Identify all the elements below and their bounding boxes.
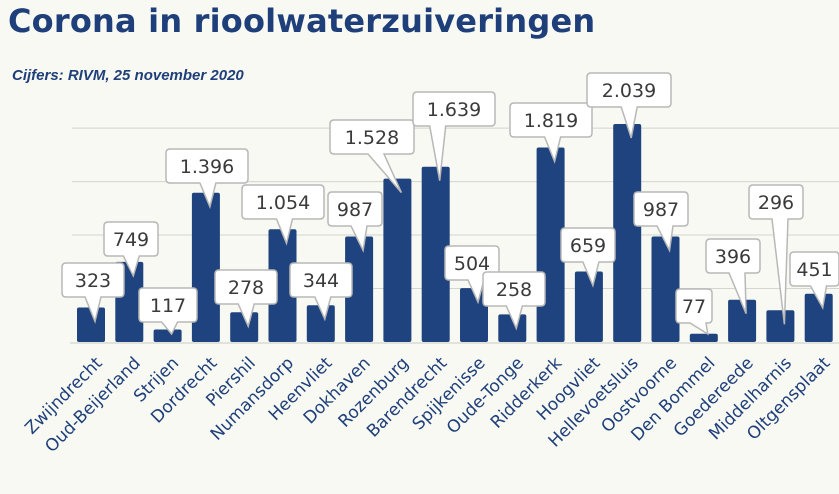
bar-12 xyxy=(498,314,527,342)
data-label-callout-8 xyxy=(327,191,383,253)
data-label-15: 2.039 xyxy=(602,80,656,102)
data-label-5: 278 xyxy=(228,277,264,299)
data-label-callout-7 xyxy=(289,262,353,322)
bar-15 xyxy=(613,124,642,342)
bar-11 xyxy=(460,288,488,342)
data-label-10: 1.639 xyxy=(427,99,481,121)
bar-16 xyxy=(651,236,680,342)
bar-17 xyxy=(689,333,718,342)
data-label-callout-16 xyxy=(633,191,689,253)
data-label-20: 451 xyxy=(796,259,832,281)
x-tick-labels: ZwijndrechtOud-BeijerlandStrijenDordrech… xyxy=(21,353,834,457)
data-label-7: 344 xyxy=(303,270,339,292)
data-label-callout-15 xyxy=(586,72,672,139)
data-label-18: 396 xyxy=(715,246,751,268)
data-label-callout-4 xyxy=(165,148,249,210)
data-label-3: 117 xyxy=(150,295,186,317)
bar-20 xyxy=(804,293,833,342)
bar-6 xyxy=(268,229,297,342)
bar-19 xyxy=(766,310,795,342)
bar-8 xyxy=(345,236,374,342)
data-label-callout-2 xyxy=(103,221,159,278)
data-label-2: 749 xyxy=(113,229,149,251)
bars xyxy=(77,124,833,342)
data-label-callout-3 xyxy=(138,287,198,336)
data-label-callout-12 xyxy=(482,271,546,331)
data-label-1: 323 xyxy=(75,270,111,292)
data-label-callout-17 xyxy=(675,288,713,336)
bar-1 xyxy=(77,307,105,342)
data-label-8: 987 xyxy=(337,199,373,221)
data-label-17: 77 xyxy=(682,296,706,318)
data-label-19: 296 xyxy=(758,192,794,214)
chart-title: Corona in rioolwaterzuiveringen xyxy=(8,2,596,40)
bar-4 xyxy=(191,192,220,342)
data-label-callout-10 xyxy=(412,91,496,181)
data-label-16: 987 xyxy=(643,199,679,221)
data-label-14: 659 xyxy=(570,235,606,257)
data-label-4: 1.396 xyxy=(180,156,234,178)
data-label-callout-5 xyxy=(214,269,278,329)
bar-3 xyxy=(153,329,182,342)
bar-5 xyxy=(230,312,259,342)
data-label-11: 504 xyxy=(454,253,490,275)
data-label-9: 1.528 xyxy=(345,127,399,149)
data-label-callout-6 xyxy=(241,184,325,246)
data-label-callout-11 xyxy=(444,245,500,305)
bar-14 xyxy=(574,271,603,342)
data-label-callout-19 xyxy=(748,184,804,325)
data-label-callout-18 xyxy=(705,238,761,314)
data-label-callout-14 xyxy=(560,227,616,288)
chart-subtitle: Cijfers: RIVM, 25 november 2020 xyxy=(12,67,244,84)
bar-10 xyxy=(421,166,450,342)
data-label-callout-1 xyxy=(61,262,125,324)
bar-18 xyxy=(728,299,757,342)
data-label-13: 1.819 xyxy=(524,110,578,132)
bar-9 xyxy=(383,178,412,342)
data-label-6: 1.054 xyxy=(256,192,310,214)
bar-7 xyxy=(306,305,335,342)
data-label-12: 258 xyxy=(496,279,532,301)
